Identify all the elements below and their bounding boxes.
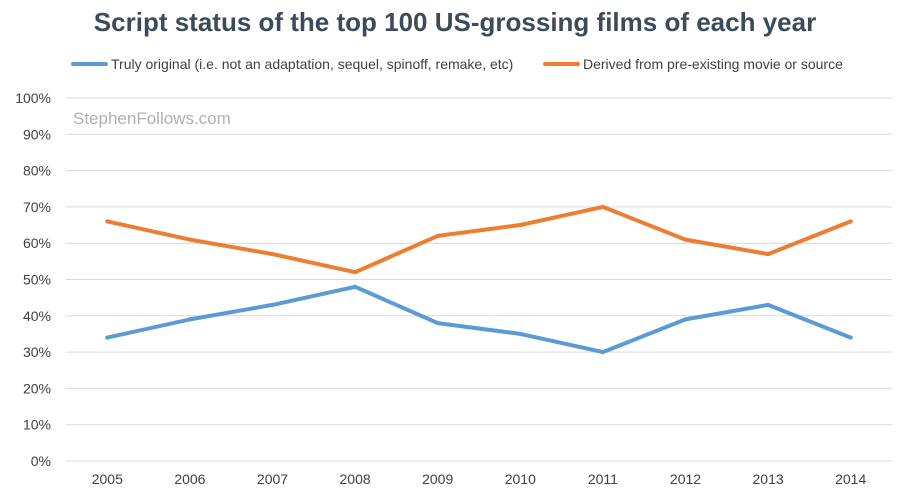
x-tick-label: 2010 bbox=[505, 471, 536, 487]
legend-label-original: Truly original (i.e. not an adaptation, … bbox=[111, 56, 513, 72]
x-tick-label: 2012 bbox=[670, 471, 701, 487]
y-tick-label: 50% bbox=[23, 272, 51, 288]
data-point-derived-2010 bbox=[518, 223, 523, 228]
y-tick-label: 80% bbox=[23, 163, 51, 179]
y-axis-ticks: 0% 10% 20% 30% 40% 50% 60% 70% 80% 90% 100% bbox=[15, 90, 51, 469]
legend-label-derived: Derived from pre-existing movie or sourc… bbox=[583, 56, 843, 72]
data-point-derived-2007 bbox=[270, 252, 275, 257]
data-point-derived-2005 bbox=[105, 219, 110, 224]
data-point-derived-2014 bbox=[848, 219, 853, 224]
watermark: StephenFollows.com bbox=[73, 109, 231, 128]
data-point-original-2013 bbox=[766, 302, 771, 307]
legend-item-derived: Derived from pre-existing movie or sourc… bbox=[543, 56, 843, 72]
series-line-derived bbox=[105, 204, 853, 275]
legend: Truly original (i.e. not an adaptation, … bbox=[71, 56, 843, 72]
data-point-derived-2008 bbox=[353, 270, 358, 275]
y-tick-label: 30% bbox=[23, 344, 51, 360]
y-tick-label: 40% bbox=[23, 308, 51, 324]
y-tick-label: 100% bbox=[15, 90, 51, 106]
x-tick-label: 2013 bbox=[753, 471, 784, 487]
data-point-original-2009 bbox=[435, 321, 440, 326]
x-tick-label: 2011 bbox=[588, 471, 618, 487]
data-point-derived-2011 bbox=[600, 204, 605, 209]
x-tick-label: 2009 bbox=[422, 471, 453, 487]
data-point-original-2014 bbox=[848, 335, 853, 340]
data-point-derived-2009 bbox=[435, 233, 440, 238]
data-point-original-2011 bbox=[600, 350, 605, 355]
y-tick-label: 60% bbox=[23, 235, 51, 251]
x-tick-label: 2006 bbox=[174, 471, 205, 487]
y-tick-label: 0% bbox=[31, 453, 51, 469]
y-tick-label: 70% bbox=[23, 199, 51, 215]
x-tick-label: 2005 bbox=[92, 471, 123, 487]
legend-item-original: Truly original (i.e. not an adaptation, … bbox=[71, 56, 513, 72]
data-point-original-2010 bbox=[518, 331, 523, 336]
data-point-derived-2006 bbox=[187, 237, 192, 242]
series-lines bbox=[105, 204, 853, 355]
gridlines bbox=[66, 97, 892, 462]
data-point-derived-2013 bbox=[766, 252, 771, 257]
y-tick-label: 20% bbox=[23, 380, 51, 396]
series-line-original bbox=[105, 284, 853, 355]
data-point-original-2012 bbox=[683, 317, 688, 322]
data-point-original-2005 bbox=[105, 335, 110, 340]
x-tick-label: 2007 bbox=[257, 471, 288, 487]
x-tick-label: 2014 bbox=[835, 471, 866, 487]
chart-title: Script status of the top 100 US-grossing… bbox=[94, 7, 816, 37]
data-point-original-2007 bbox=[270, 302, 275, 307]
x-tick-label: 2008 bbox=[340, 471, 371, 487]
y-tick-label: 10% bbox=[23, 417, 51, 433]
x-axis-ticks: 2005 2006 2007 2008 2009 2010 2011 2012 2013 2014 bbox=[92, 471, 867, 487]
data-point-original-2008 bbox=[353, 284, 358, 289]
y-tick-label: 90% bbox=[23, 126, 51, 142]
data-point-original-2006 bbox=[187, 317, 192, 322]
data-point-derived-2012 bbox=[683, 237, 688, 242]
